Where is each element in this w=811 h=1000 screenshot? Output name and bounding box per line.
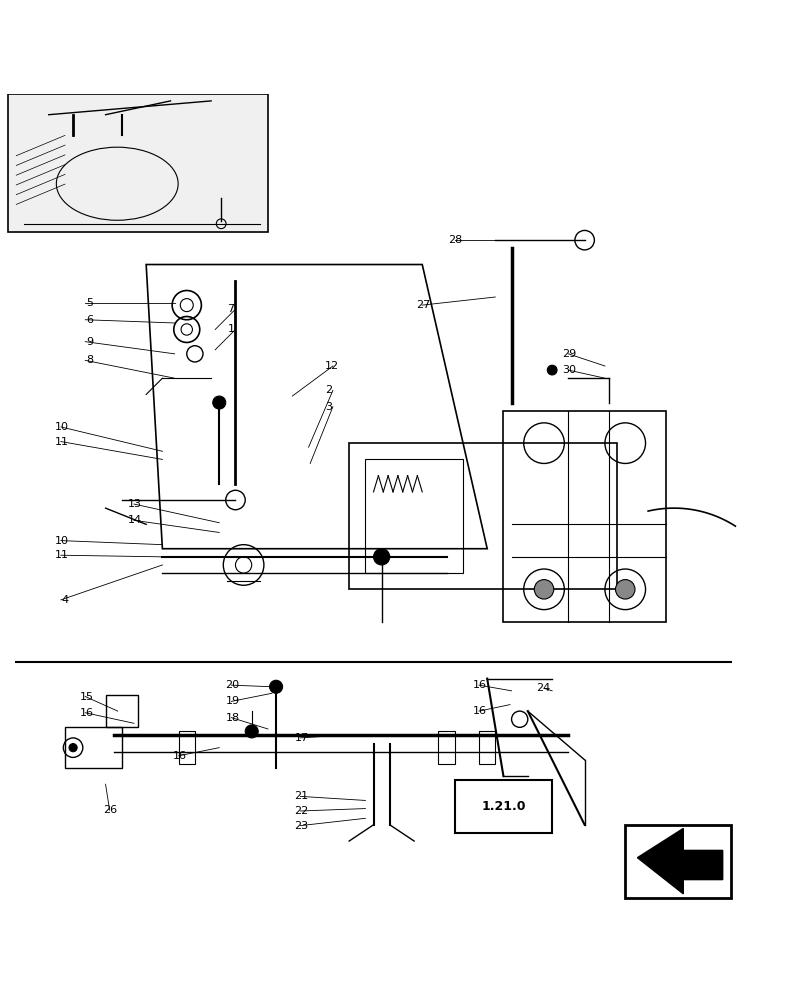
Bar [65, 727, 122, 768]
Circle shape [69, 744, 77, 752]
Circle shape [245, 725, 258, 738]
Text: 9: 9 [86, 337, 93, 347]
Text: 8: 8 [86, 355, 93, 365]
Text: 14: 14 [128, 515, 142, 525]
Text: 5: 5 [86, 298, 93, 308]
Text: 30: 30 [562, 365, 576, 375]
Text: 27: 27 [415, 300, 430, 310]
Text: 7: 7 [227, 304, 234, 314]
Bar [8, 94, 268, 232]
Text: 10: 10 [55, 422, 69, 432]
Circle shape [547, 365, 556, 375]
Circle shape [180, 299, 193, 312]
Bar [349, 443, 616, 589]
Text: 28: 28 [448, 235, 462, 245]
Circle shape [212, 396, 225, 409]
Text: 11: 11 [55, 550, 69, 560]
Text: 12: 12 [324, 361, 338, 371]
Text: 25: 25 [489, 824, 503, 834]
Bar [438, 731, 454, 764]
Text: 16: 16 [473, 680, 487, 690]
Circle shape [534, 580, 553, 599]
Text: 24: 24 [535, 683, 550, 693]
Text: 20: 20 [225, 680, 239, 690]
Text: 11: 11 [55, 437, 69, 447]
Text: 17: 17 [294, 733, 308, 743]
Text: 6: 6 [86, 315, 93, 325]
Text: 10: 10 [55, 536, 69, 546]
Bar [503, 411, 665, 622]
Circle shape [615, 580, 634, 599]
Text: 16: 16 [173, 751, 187, 761]
Text: 21: 21 [294, 791, 308, 801]
Text: 1: 1 [227, 324, 234, 334]
Circle shape [269, 680, 282, 693]
Text: 16: 16 [79, 708, 93, 718]
Text: 2: 2 [324, 385, 332, 395]
Text: 16: 16 [473, 706, 487, 716]
Text: 23: 23 [294, 821, 308, 831]
Text: 15: 15 [79, 692, 93, 702]
Bar [624, 825, 730, 898]
Text: 3: 3 [324, 402, 332, 412]
Bar [478, 731, 495, 764]
Text: 18: 18 [225, 713, 239, 723]
Text: 19: 19 [225, 696, 239, 706]
Bar [105, 695, 138, 727]
Text: 13: 13 [128, 499, 142, 509]
Bar [454, 780, 551, 833]
Text: 4: 4 [62, 595, 69, 605]
Bar [365, 459, 462, 573]
Bar [178, 731, 195, 764]
Circle shape [181, 324, 192, 335]
Polygon shape [637, 828, 722, 894]
Text: 26: 26 [104, 805, 118, 815]
Circle shape [373, 549, 389, 565]
Text: 22: 22 [294, 806, 308, 816]
Text: 29: 29 [561, 349, 576, 359]
Text: 1.21.0: 1.21.0 [481, 800, 525, 813]
